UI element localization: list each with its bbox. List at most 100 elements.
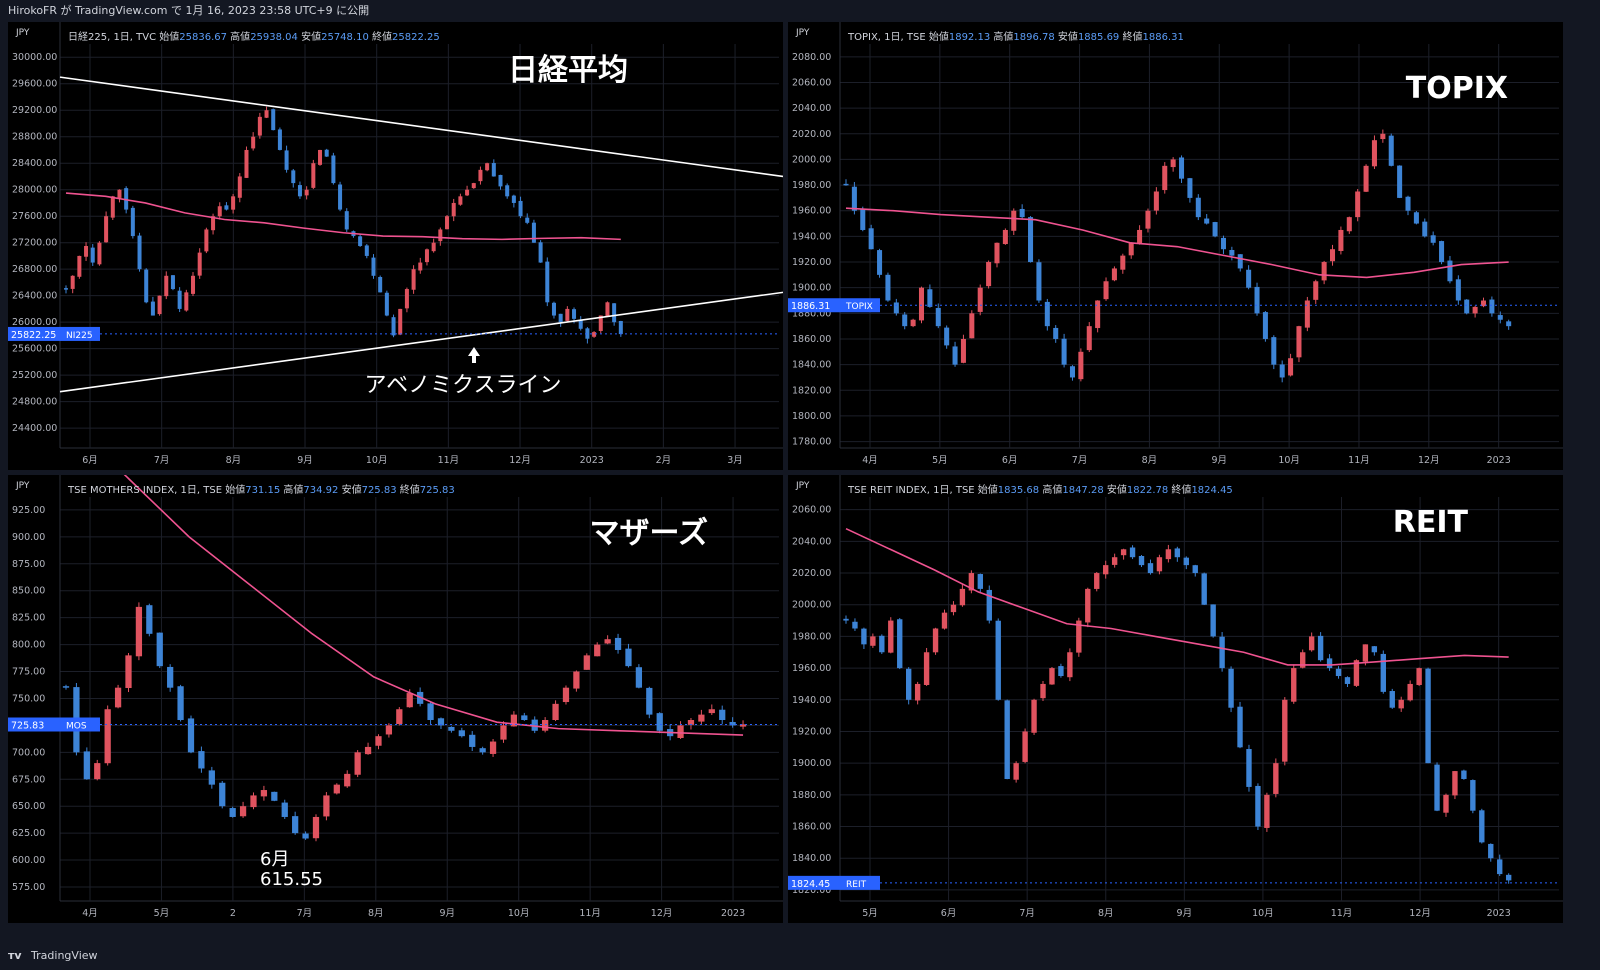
candle-body [157,295,162,315]
candle [852,618,858,631]
x-tick-label: 12月 [509,455,531,466]
candle-body [1040,683,1046,699]
x-tick-label: 12月 [1409,908,1431,919]
candle-body [445,216,450,230]
candle-body [1187,178,1193,198]
candle-body [618,320,623,335]
candle [1044,298,1050,331]
candle [1317,632,1324,662]
y-tick-label: 2020.00 [792,568,831,579]
candle [144,268,149,304]
candle [333,783,340,795]
candle [565,306,570,323]
candle [384,290,389,317]
candle [1489,296,1495,317]
candle [902,312,908,330]
candle [914,681,921,705]
candle-body [197,252,202,276]
candle-body [448,726,455,731]
candle [63,285,69,294]
candle-body [918,287,925,321]
y-axis-unit: JPY [796,481,810,491]
candle-body [411,269,416,290]
candle-body [994,242,1000,264]
candle [469,731,476,752]
candle-body [843,183,849,186]
candle-body [1053,327,1059,339]
candle [656,712,663,734]
candle-body [358,236,363,246]
candle-body [594,644,601,657]
chart-panel-nikkei[interactable]: 30000.00 29600.00 29200.00 28800.00 28400.00… [8,22,783,470]
candle-body [739,724,747,727]
legend-high-label: 高値 [280,485,304,496]
x-tick-label: 2023 [580,455,604,466]
y-axis-unit: JPY [16,28,30,38]
x-tick-label: 5月 [932,455,948,466]
candle-body [264,110,269,118]
candle [239,801,247,818]
candle-body [877,250,883,275]
legend-open: 731.15 [245,485,281,496]
candle-body [1304,300,1310,328]
candle-body [1380,133,1386,140]
x-tick-label: 4月 [82,908,98,919]
candle-body [491,163,496,177]
price-tag-symbol: NI225 [66,331,93,341]
x-tick-label: 12月 [1418,455,1440,466]
candle-body [1397,165,1403,198]
candle [1447,255,1453,284]
candle-body [251,136,256,149]
chart-panel-reit[interactable]: 2060.00 2040.00 2020.00 2000.00 1980.00 1960.… [788,475,1563,923]
candle-body [923,652,930,685]
chart-panel-topix[interactable]: 2080.00 2060.00 2040.00 2020.00 2000.00 1980.… [788,22,1563,470]
candle [612,303,617,326]
candle-body [1212,222,1218,237]
candle-body [498,174,503,187]
chart-title: マザーズ [590,516,709,551]
candle-body [1246,749,1252,787]
candle-body [184,292,189,311]
candle [1470,779,1476,814]
annotation-june-value: 615.55 [260,869,323,890]
candle [1040,680,1046,702]
candle-body [489,741,497,754]
candle-body [612,303,617,323]
y-tick-label: 29200.00 [12,105,57,116]
candle-body [843,618,849,621]
y-tick-label: 600.00 [12,855,45,866]
candle [843,179,849,186]
candle-body [531,719,538,731]
price-tag-value: 1824.45 [791,879,830,890]
x-tick-label: 9月 [1177,908,1193,919]
candle [605,301,610,317]
candle [1380,129,1386,143]
x-tick-label: 11月 [438,455,460,466]
candle-body [1488,843,1494,859]
candle-body [364,245,369,256]
candle [592,331,597,338]
candle-body [1147,563,1154,574]
candle-body [344,211,349,230]
candle-body [237,176,242,198]
y-tick-label: 850.00 [12,586,45,597]
candle [62,684,70,690]
candle [479,746,486,755]
candle [277,127,282,151]
candle [1397,165,1403,199]
candle [1321,260,1327,285]
candle [1330,244,1336,266]
candle-body [1389,691,1395,708]
candle [1028,216,1034,263]
candle-body [552,703,559,721]
candle-body [1344,677,1351,684]
chart-panel-mothers[interactable]: 925.00 900.00 875.00 850.00 825.00 800.00 775.… [8,475,783,923]
candle-body [396,709,403,724]
candle-body [698,714,705,722]
candle [1195,194,1201,221]
candle [177,684,184,722]
candle-body [1355,191,1361,218]
candle [1095,300,1101,333]
candle [198,746,205,773]
candle [1296,325,1302,363]
